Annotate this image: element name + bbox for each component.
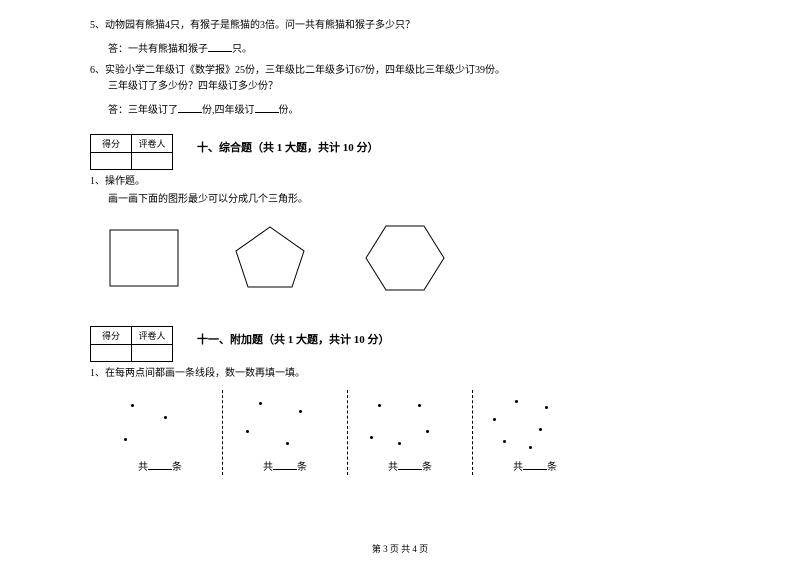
blank xyxy=(273,459,297,470)
s11-q1-num: 1、 xyxy=(90,368,105,379)
blank xyxy=(523,459,547,470)
dots-panel-0: 共条 xyxy=(98,390,222,475)
dots-section: 共条 共条 共条 共条 xyxy=(98,390,710,475)
q6-text2: 三年级订了多少份？四年级订多少份？ xyxy=(108,79,710,95)
dot xyxy=(539,428,542,431)
q5-answer: 答：一共有熊猫和猴子 只。 xyxy=(108,40,710,55)
pentagon-icon xyxy=(230,223,310,293)
score-box: 得分 评卷人 xyxy=(90,124,173,170)
dot xyxy=(515,400,518,403)
dots-panel-1: 共条 xyxy=(222,390,347,475)
section-10-row: 得分 评卷人 十、综合题（共 1 大题，共计 10 分） xyxy=(90,124,710,170)
q5-num: 5、 xyxy=(90,20,105,31)
q6-answer: 答：三年级订了 份,四年级订 份。 xyxy=(108,101,710,116)
dots-label-2: 共条 xyxy=(356,458,464,473)
score-label-1b: 得分 xyxy=(90,326,132,345)
blank xyxy=(398,459,422,470)
question-5: 5、动物园有熊猫4只，有猴子是熊猫的3倍。问一共有熊猫和猴子多少只？ xyxy=(90,18,710,34)
dot xyxy=(299,410,302,413)
section-10-title: 十、综合题（共 1 大题，共计 10 分） xyxy=(197,139,379,155)
dot xyxy=(131,404,134,407)
dot xyxy=(246,430,249,433)
q5-ans-suffix: 只。 xyxy=(232,44,252,55)
q6-ans-prefix: 答：三年级订了 xyxy=(108,105,178,116)
dot xyxy=(418,404,421,407)
hexagon-icon xyxy=(360,222,450,294)
dots-panel-3: 共条 xyxy=(472,390,597,475)
dots-label-3: 共条 xyxy=(481,458,589,473)
dot xyxy=(529,446,532,449)
label-prefix: 共 xyxy=(263,462,273,473)
dot xyxy=(164,416,167,419)
q6-text: 实验小学二年级订《数学报》25份，三年级比二年级多订67份，四年级比三年级少订3… xyxy=(105,65,505,76)
dot xyxy=(378,404,381,407)
score-label-2b: 评卷人 xyxy=(132,326,173,345)
label-prefix: 共 xyxy=(388,462,398,473)
dot xyxy=(398,442,401,445)
dot xyxy=(286,442,289,445)
dots-label-0: 共条 xyxy=(106,458,214,473)
score-label-1: 得分 xyxy=(90,134,132,153)
dot xyxy=(493,418,496,421)
dots-label-1: 共条 xyxy=(231,458,339,473)
score-blank-2b xyxy=(132,345,173,362)
blank xyxy=(208,41,232,52)
hexagon-shape xyxy=(360,222,450,294)
score-blank-2 xyxy=(132,153,173,170)
score-blank-1b xyxy=(90,345,132,362)
q5-text: 动物园有熊猫4只，有猴子是熊猫的3倍。问一共有熊猫和猴子多少只？ xyxy=(105,20,415,31)
s10-q1-text: 操作题。 xyxy=(105,176,145,187)
s11-q1: 1、在每两点间都画一条线段，数一数再填一填。 xyxy=(90,366,710,382)
score-label-2: 评卷人 xyxy=(132,134,173,153)
question-6: 6、实验小学二年级订《数学报》25份，三年级比二年级多订67份，四年级比三年级少… xyxy=(90,63,710,95)
label-prefix: 共 xyxy=(138,462,148,473)
dot xyxy=(545,406,548,409)
dot xyxy=(370,436,373,439)
pentagon-shape xyxy=(230,223,310,293)
s11-q1-text: 在每两点间都画一条线段，数一数再填一填。 xyxy=(105,368,305,379)
s10-q1-sub: 画一画下面的图形最少可以分成几个三角形。 xyxy=(108,192,710,208)
dot-area-2 xyxy=(356,396,464,454)
dot-area-1 xyxy=(231,396,339,454)
blank xyxy=(148,459,172,470)
q5-ans-prefix: 答：一共有熊猫和猴子 xyxy=(108,44,208,55)
shapes-row xyxy=(108,222,710,294)
label-suffix: 条 xyxy=(422,462,432,473)
dot-area-3 xyxy=(481,396,589,454)
s10-q1-num: 1、 xyxy=(90,176,105,187)
dot-area-0 xyxy=(106,396,214,454)
label-suffix: 条 xyxy=(297,462,307,473)
square-icon xyxy=(108,228,180,288)
page-footer: 第 3 页 共 4 页 xyxy=(0,542,800,555)
dots-panel-2: 共条 xyxy=(347,390,472,475)
label-suffix: 条 xyxy=(547,462,557,473)
dot xyxy=(259,402,262,405)
square-shape xyxy=(108,228,180,288)
dot xyxy=(426,430,429,433)
section-11-row: 得分 评卷人 十一、附加题（共 1 大题，共计 10 分） xyxy=(90,316,710,362)
label-prefix: 共 xyxy=(513,462,523,473)
q6-num: 6、 xyxy=(90,65,105,76)
label-suffix: 条 xyxy=(172,462,182,473)
score-blank-1 xyxy=(90,153,132,170)
q6-ans-mid: 份,四年级订 xyxy=(202,105,255,116)
q6-ans-suffix: 份。 xyxy=(279,105,299,116)
score-box: 得分 评卷人 xyxy=(90,316,173,362)
page-content: 5、动物园有熊猫4只，有猴子是熊猫的3倍。问一共有熊猫和猴子多少只？ 答：一共有… xyxy=(0,0,800,475)
section-11-title: 十一、附加题（共 1 大题，共计 10 分） xyxy=(197,331,390,347)
dot xyxy=(124,438,127,441)
blank xyxy=(178,102,202,113)
s10-q1: 1、操作题。 画一画下面的图形最少可以分成几个三角形。 xyxy=(90,174,710,208)
dot xyxy=(503,440,506,443)
blank xyxy=(255,102,279,113)
